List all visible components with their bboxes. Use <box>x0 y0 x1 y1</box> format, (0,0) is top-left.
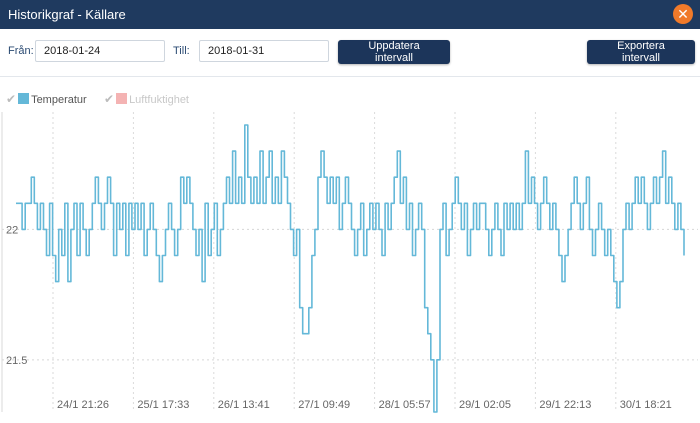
x-tick-label: 27/1 09:49 <box>298 399 350 411</box>
y-tick-label: 21.5 <box>6 355 27 367</box>
x-tick-label: 29/1 02:05 <box>459 399 511 411</box>
to-label: Till: <box>173 45 190 57</box>
legend-swatch-temperature <box>18 93 30 104</box>
x-tick-label: 24/1 21:26 <box>57 399 109 411</box>
close-icon[interactable]: ✕ <box>673 4 693 24</box>
from-label: Från: <box>8 45 34 57</box>
series-line-temperature <box>16 124 685 413</box>
temperature-chart: 22 21.5 24/1 21:26 25/1 17:33 26/1 13:41 27/… <box>1 112 698 413</box>
x-tick-label: 26/1 13:41 <box>218 399 270 411</box>
x-tick-label: 30/1 18:21 <box>620 399 672 411</box>
divider <box>0 76 700 77</box>
window-title: Historikgraf - Källare <box>8 7 126 22</box>
to-date-input[interactable] <box>199 40 329 62</box>
check-icon: ✔ <box>104 92 115 106</box>
legend-item-humidity[interactable]: ✔ Luftfuktighet <box>104 92 189 106</box>
legend-label-temperature: Temperatur <box>31 94 87 106</box>
export-interval-button[interactable]: Exportera intervall <box>587 40 695 64</box>
legend-swatch-humidity <box>116 93 128 104</box>
legend-label-humidity: Luftfuktighet <box>129 94 189 106</box>
interval-controls: Från: Till: Uppdatera intervall Exporter… <box>0 30 700 82</box>
x-tick-label: 28/1 05:57 <box>379 399 431 411</box>
window-titlebar: Historikgraf - Källare ✕ <box>0 0 700 29</box>
x-tick-label: 29/1 22:13 <box>539 399 591 411</box>
update-interval-button[interactable]: Uppdatera intervall <box>338 40 450 64</box>
x-tick-label: 25/1 17:33 <box>137 399 189 411</box>
check-icon: ✔ <box>6 92 17 106</box>
y-tick-label: 22 <box>6 224 18 236</box>
legend-item-temperature[interactable]: ✔ Temperatur <box>6 92 87 106</box>
from-date-input[interactable] <box>35 40 165 62</box>
